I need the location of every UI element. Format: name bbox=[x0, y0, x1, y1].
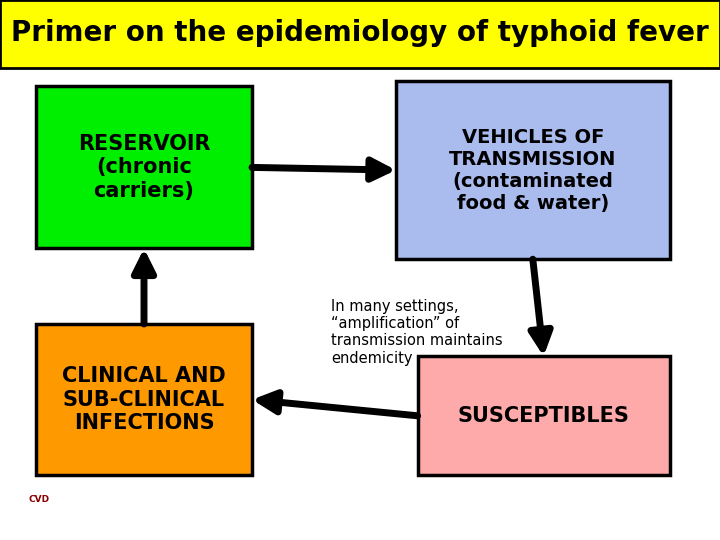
Bar bbox=[396, 81, 670, 259]
Text: CVD: CVD bbox=[29, 495, 50, 504]
Text: VEHICLES OF
TRANSMISSION
(contaminated
food & water): VEHICLES OF TRANSMISSION (contaminated f… bbox=[449, 127, 616, 213]
Text: In many settings,
“amplification” of
transmission maintains
endemicity: In many settings, “amplification” of tra… bbox=[331, 299, 503, 366]
Bar bbox=[418, 356, 670, 475]
Bar bbox=[36, 324, 252, 475]
Bar bbox=[0, 0, 720, 68]
Text: RESERVOIR
(chronic
carriers): RESERVOIR (chronic carriers) bbox=[78, 134, 210, 200]
Text: Primer on the epidemiology of typhoid fever: Primer on the epidemiology of typhoid fe… bbox=[11, 19, 709, 48]
Text: SUSCEPTIBLES: SUSCEPTIBLES bbox=[458, 406, 629, 426]
Bar bbox=[36, 86, 252, 248]
Text: CLINICAL AND
SUB-CLINICAL
INFECTIONS: CLINICAL AND SUB-CLINICAL INFECTIONS bbox=[62, 367, 226, 433]
